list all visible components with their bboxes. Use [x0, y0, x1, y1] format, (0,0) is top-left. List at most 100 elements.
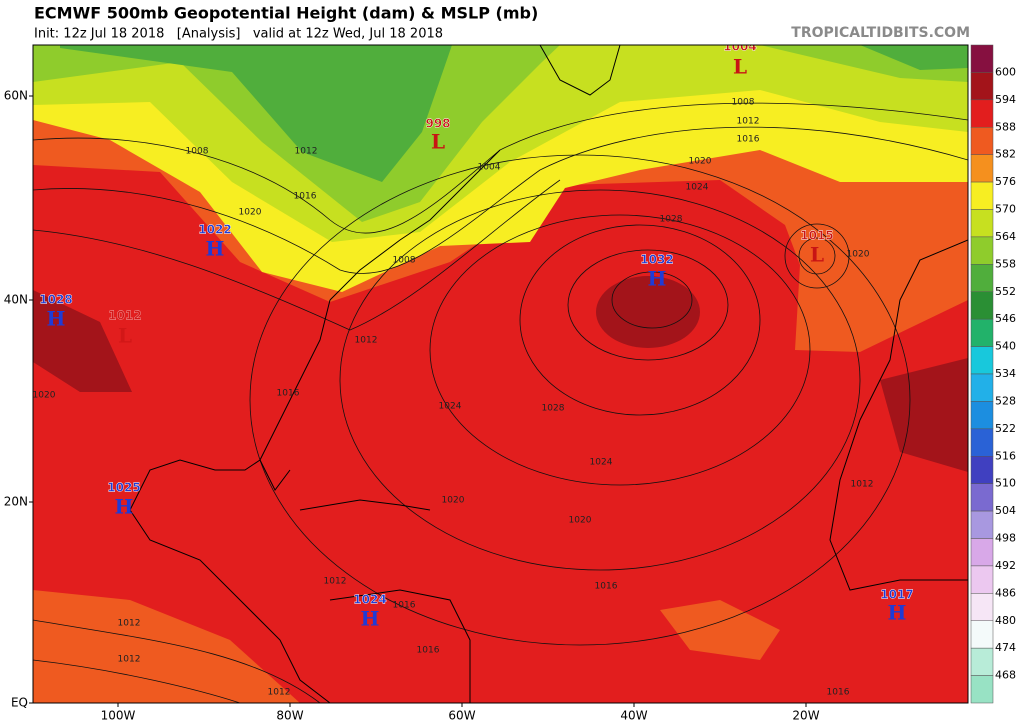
colorbar-swatch [970, 99, 994, 128]
colorbar-swatch [970, 264, 994, 293]
latitude-label: 40N [4, 293, 28, 307]
isobar-label: 1012 [268, 688, 291, 698]
height-field [60, 45, 452, 182]
colorbar-swatch [970, 538, 994, 567]
isobar-label: 1008 [393, 256, 416, 266]
colorbar-label: 498 [995, 532, 1016, 545]
latitude-label: 20N [4, 495, 28, 509]
colorbar-swatch [970, 318, 994, 347]
isobar-label: 1024 [590, 458, 613, 468]
isobar-label: 1012 [737, 117, 760, 127]
isobar [567, 249, 729, 361]
isobar-label: 1016 [827, 688, 850, 698]
colorbar-swatch [970, 401, 994, 430]
center-symbol: L [118, 324, 132, 348]
isobar-label: 1008 [186, 147, 209, 157]
colorbar-swatch [970, 44, 994, 73]
colorbar-label: 504 [995, 504, 1016, 517]
isobar [249, 154, 911, 646]
colorbar-swatch [970, 428, 994, 457]
colorbar-label: 474 [995, 641, 1016, 654]
colorbar-label: 558 [995, 257, 1016, 270]
isobar-label: 1016 [277, 389, 300, 399]
colorbar-label: 576 [995, 175, 1016, 188]
isobar-label: 1008 [732, 98, 755, 108]
longitude-label: 40W [620, 709, 647, 723]
center-symbol: L [733, 55, 747, 79]
coastline [299, 499, 431, 511]
colorbar-swatch [970, 72, 994, 101]
colorbar-label: 486 [995, 586, 1016, 599]
coastline [329, 589, 471, 703]
map-field: 1008 1012 1016 1020 1024 1028 1020 1024 … [33, 45, 968, 703]
colorbar-label: 582 [995, 148, 1016, 161]
isobar [784, 223, 850, 289]
colorbar-swatch [970, 647, 994, 676]
isobar-label: 1028 [660, 215, 683, 225]
isobar [798, 237, 836, 275]
isobar [33, 619, 321, 703]
height-field [596, 276, 700, 348]
isobar [429, 214, 811, 486]
colorbar-label: 546 [995, 312, 1016, 325]
colorbar-label: 480 [995, 614, 1016, 627]
colorbar-label: 516 [995, 449, 1016, 462]
map-frame [32, 44, 969, 704]
colorbar-swatch [970, 209, 994, 238]
isobar-label: 1020 [689, 157, 712, 167]
isobar [33, 126, 968, 274]
coastline [129, 299, 331, 703]
coastline [539, 45, 621, 96]
isobar-label: 1012 [355, 336, 378, 346]
coastline [829, 239, 968, 591]
center-pressure: 1028 [39, 293, 72, 307]
isobar-labels: 1008 1012 1016 1020 1024 1028 1020 1024 … [33, 98, 874, 698]
center-symbol: H [648, 267, 667, 291]
isobar [33, 179, 561, 331]
isobar-label: 1016 [294, 192, 317, 202]
coastline [329, 149, 501, 301]
isobar-label: 1020 [442, 496, 465, 506]
isobar-label: 1020 [569, 516, 592, 526]
colorbar-label: 534 [995, 367, 1016, 380]
center-pressure: 1017 [880, 588, 913, 602]
center-pressure: 1024 [353, 593, 386, 607]
longitude-label: 60W [448, 709, 475, 723]
title: ECMWF 500mb Geopotential Height (dam) & … [34, 4, 538, 23]
isobar-label: 1016 [737, 135, 760, 145]
isobar [339, 189, 861, 571]
longitude-label: 80W [276, 709, 303, 723]
colorbar-swatch [970, 373, 994, 402]
isobar-label: 1016 [595, 582, 618, 592]
center-pressure: 1022 [198, 223, 231, 237]
axis-labels: 60N 40N 20N EQ 100W 80W 60W 40W 20W [4, 89, 820, 723]
height-field [880, 358, 968, 472]
center-pressure: 998 [425, 117, 450, 131]
center-symbol: L [431, 130, 445, 154]
colorbar-swatch [970, 291, 994, 320]
latitude-label: EQ [11, 696, 28, 710]
colorbar-label: 540 [995, 340, 1016, 353]
isobar-label: 1016 [417, 646, 440, 656]
colorbar-label: 468 [995, 669, 1016, 682]
colorbar-label: 528 [995, 394, 1016, 407]
isobar-label: 1012 [118, 619, 141, 629]
isobar-label: 1012 [851, 480, 874, 490]
colorbar-swatch [970, 236, 994, 265]
colorbar-label: 564 [995, 230, 1016, 243]
center-symbol: L [810, 243, 824, 267]
height-field [860, 45, 968, 70]
isobar-label: 1024 [439, 402, 462, 412]
colorbar-swatch [970, 154, 994, 183]
height-field [33, 290, 132, 392]
isobar-label: 1024 [686, 183, 709, 193]
isobar-label: 1020 [847, 250, 870, 260]
center-symbol: H [115, 495, 134, 519]
colorbar-label: 552 [995, 285, 1016, 298]
isobar-label: 1012 [118, 655, 141, 665]
isobar-label: 1016 [393, 601, 416, 611]
center-symbol: H [206, 237, 225, 261]
source-label: TROPICALTIDBITS.COM [791, 25, 970, 41]
